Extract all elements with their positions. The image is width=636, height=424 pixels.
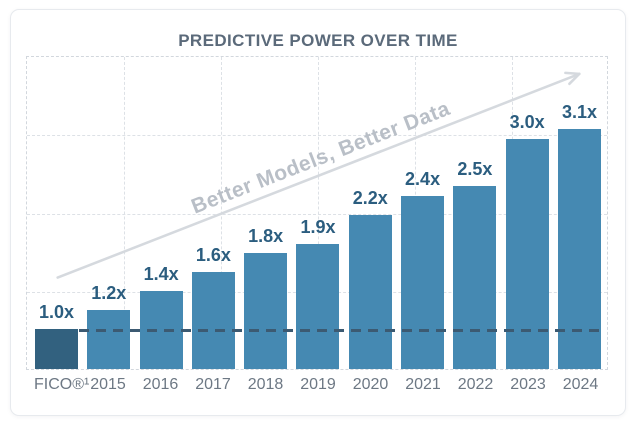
chart-title: PREDICTIVE POWER OVER TIME (178, 31, 458, 50)
gridline-horizontal (27, 214, 607, 215)
x-axis-label: 2018 (247, 376, 284, 393)
bar-column: 1.2x (87, 283, 131, 369)
x-axis-label: 2022 (457, 376, 494, 393)
bar (35, 329, 78, 369)
chart-card: PREDICTIVE POWER OVER TIME Better Models… (10, 9, 626, 416)
bar-column: 1.6x (191, 245, 235, 369)
bar-value-label: 1.6x (195, 245, 231, 266)
bar (191, 272, 235, 369)
x-axis-label: 2019 (300, 376, 336, 393)
bar-column: 1.0x (35, 302, 78, 369)
bar-column: 2.2x (348, 188, 392, 369)
gridline-horizontal (27, 135, 607, 136)
bar-value-label: 2.4x (405, 169, 441, 190)
bar (348, 215, 392, 369)
gridline-vertical (124, 57, 125, 369)
bar-value-label: 2.2x (352, 188, 388, 209)
x-axis-label: 2020 (352, 376, 389, 393)
bar (244, 253, 288, 369)
x-axis-label: 2016 (142, 376, 179, 393)
x-axis-label: 2023 (510, 376, 546, 393)
bar-column: 1.4x (139, 264, 183, 369)
bar (296, 244, 340, 369)
bar-value-label: 1.2x (91, 283, 127, 304)
trend-arrow-icon (56, 71, 581, 279)
bar-column: 1.8x (244, 226, 288, 369)
bar-value-label: 1.0x (38, 302, 75, 323)
bar-value-label: 3.1x (561, 102, 597, 123)
bar-column: 2.4x (401, 169, 445, 369)
x-axis-label: 2015 (90, 376, 126, 393)
bar-column: 1.9x (296, 217, 340, 369)
x-axis-label: 2017 (195, 376, 231, 393)
bar (453, 186, 497, 369)
bar (87, 310, 131, 369)
x-axis-label: 2024 (562, 376, 599, 393)
bar (401, 196, 445, 369)
bars-container: 1.0x 1.2x 1.4x 1.6x 1.8x 1.9x 2.2x 2.4x 2.5x 3.0x… (27, 57, 607, 369)
bar-column: 2.5x (453, 159, 497, 369)
bar-value-label: 2.5x (457, 159, 493, 180)
baseline-dashed-line (79, 328, 603, 332)
bar-value-label: 1.8x (248, 226, 284, 247)
x-axis-label: FICO®¹ (34, 376, 90, 393)
bar-value-label: 1.9x (300, 217, 336, 238)
x-axis-label: 2021 (405, 376, 441, 393)
x-axis-labels: FICO®¹ 2015 2016 2017 2018 2019 2020 2021 2022 20… (26, 374, 608, 396)
bar-value-label: 1.4x (143, 264, 179, 285)
plot-area: Better Models, Better Data 1.0x 1.2x 1.4x 1… (26, 56, 608, 370)
gridline-vertical (318, 57, 319, 369)
bar (557, 129, 601, 369)
bar-value-label: 3.0x (509, 112, 545, 133)
bar (505, 139, 549, 369)
